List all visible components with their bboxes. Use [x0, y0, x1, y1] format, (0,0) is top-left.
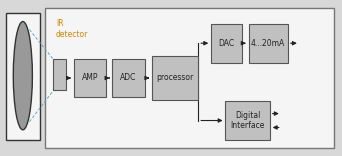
- Text: IR
detector: IR detector: [56, 19, 88, 39]
- FancyBboxPatch shape: [6, 13, 40, 140]
- FancyBboxPatch shape: [225, 101, 270, 140]
- FancyBboxPatch shape: [74, 59, 106, 97]
- Text: DAC: DAC: [219, 39, 235, 48]
- FancyBboxPatch shape: [53, 59, 66, 90]
- FancyBboxPatch shape: [113, 59, 145, 97]
- FancyBboxPatch shape: [45, 8, 334, 148]
- Text: Digital
Interface: Digital Interface: [231, 111, 265, 130]
- Text: processor: processor: [157, 73, 194, 83]
- Text: ADC: ADC: [120, 73, 137, 83]
- FancyBboxPatch shape: [152, 56, 198, 100]
- Ellipse shape: [13, 22, 32, 130]
- FancyBboxPatch shape: [211, 24, 242, 63]
- Text: AMP: AMP: [82, 73, 98, 83]
- Text: 4...20mA: 4...20mA: [251, 39, 285, 48]
- FancyBboxPatch shape: [249, 24, 288, 63]
